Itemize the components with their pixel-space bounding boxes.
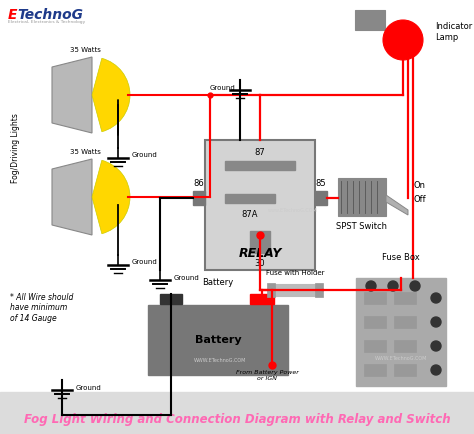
Text: Ground: Ground: [76, 385, 102, 391]
Text: Ground: Ground: [132, 259, 158, 265]
Polygon shape: [52, 159, 92, 235]
Wedge shape: [92, 58, 130, 132]
Text: Ground: Ground: [210, 85, 236, 91]
Bar: [394, 340, 416, 352]
Text: Fog Light Wiring and Connection Diagram with Relay and Switch: Fog Light Wiring and Connection Diagram …: [24, 414, 450, 427]
Text: On: On: [414, 181, 426, 191]
Bar: [394, 316, 416, 328]
Text: WWW.ETechnoG.COM: WWW.ETechnoG.COM: [194, 358, 246, 362]
Bar: [250, 231, 270, 253]
Bar: [250, 294, 274, 304]
Bar: [338, 178, 386, 216]
Text: TechnoG: TechnoG: [17, 8, 83, 22]
Text: Electrical, Electronics & Technology: Electrical, Electronics & Technology: [8, 20, 85, 24]
Bar: [315, 191, 327, 205]
Text: From Battery Power
or IGN: From Battery Power or IGN: [236, 370, 299, 381]
Text: 86: 86: [193, 179, 204, 188]
Bar: [148, 305, 288, 375]
Circle shape: [388, 281, 398, 291]
Bar: [273, 284, 317, 296]
Text: E: E: [8, 8, 18, 22]
Circle shape: [431, 365, 441, 375]
Bar: [193, 191, 205, 205]
Circle shape: [366, 281, 376, 291]
Text: Indicator
Lamp: Indicator Lamp: [435, 22, 472, 42]
Bar: [225, 194, 275, 203]
Text: 87: 87: [255, 148, 265, 157]
Bar: [225, 161, 295, 170]
Text: RELAY: RELAY: [238, 247, 282, 260]
Text: Ground: Ground: [132, 152, 158, 158]
Bar: [364, 316, 386, 328]
Text: 30: 30: [255, 259, 265, 268]
Text: 85: 85: [316, 179, 326, 188]
Text: Fog/Driving Lights: Fog/Driving Lights: [11, 113, 20, 183]
Circle shape: [431, 293, 441, 303]
Circle shape: [431, 317, 441, 327]
Text: WWW.ETechnoG.COM: WWW.ETechnoG.COM: [375, 355, 427, 361]
Polygon shape: [52, 57, 92, 133]
Bar: [394, 364, 416, 376]
Circle shape: [383, 20, 423, 60]
Bar: [267, 283, 275, 297]
Bar: [394, 292, 416, 304]
Text: 35 Watts: 35 Watts: [70, 149, 100, 155]
Text: SPST Switch: SPST Switch: [337, 222, 388, 231]
Text: Off: Off: [414, 195, 427, 204]
Bar: [364, 340, 386, 352]
Text: Battery: Battery: [202, 278, 234, 287]
Bar: [315, 283, 323, 297]
Wedge shape: [92, 160, 130, 233]
Circle shape: [410, 281, 420, 291]
Text: www.ETechnoG.COM: www.ETechnoG.COM: [268, 207, 318, 213]
Polygon shape: [386, 195, 408, 215]
Bar: [364, 364, 386, 376]
Text: 87A: 87A: [242, 210, 258, 219]
Text: 35 Watts: 35 Watts: [70, 47, 100, 53]
Text: Fuse Box: Fuse Box: [382, 253, 420, 262]
Text: Ground: Ground: [174, 275, 200, 281]
Bar: [356, 278, 446, 386]
Bar: [364, 292, 386, 304]
Text: Fuse with Holder: Fuse with Holder: [266, 270, 324, 276]
Bar: [160, 294, 182, 304]
Text: * All Wire should
have minimum
of 14 Gauge: * All Wire should have minimum of 14 Gau…: [10, 293, 73, 323]
Bar: [355, 10, 385, 30]
Text: Battery: Battery: [195, 335, 241, 345]
Circle shape: [431, 341, 441, 351]
Bar: [205, 140, 315, 270]
Bar: [0, 392, 474, 434]
